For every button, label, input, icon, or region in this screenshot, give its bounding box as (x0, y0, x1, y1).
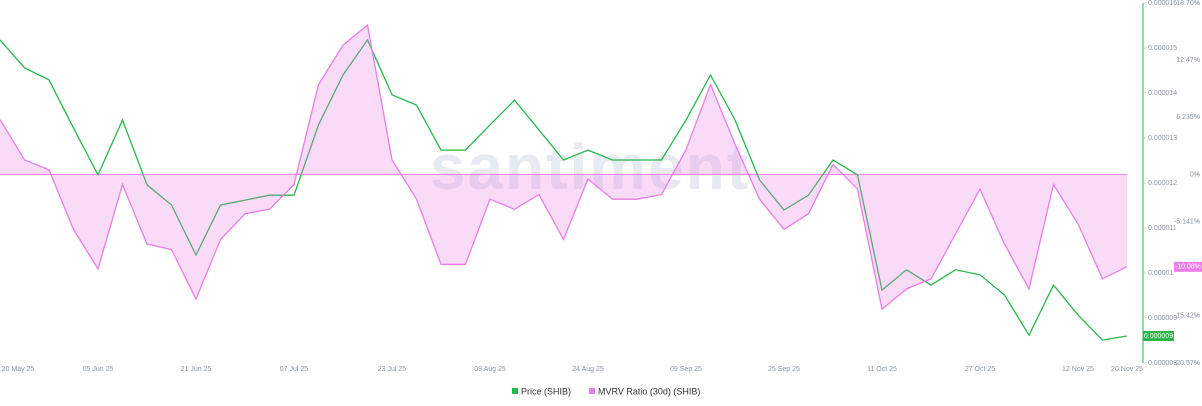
y-tick-label: 0.000008 (1148, 360, 1177, 367)
y-tick-label: 0.000012 (1148, 180, 1177, 187)
y2-tick-label: -15.42% (1174, 313, 1200, 320)
x-tick-label: 12 Nov 25 (1062, 366, 1094, 373)
x-tick-label: 08 Aug 25 (474, 366, 506, 373)
x-tick-label: 05 Jun 25 (83, 366, 114, 373)
current-value-box (1143, 331, 1174, 341)
y-tick-label: 0.000011 (1148, 225, 1177, 232)
x-tick-label: 11 Oct 25 (867, 366, 897, 373)
series-line (0, 23, 1128, 311)
y2-tick-label: 6.235% (1176, 114, 1200, 121)
y-tick-label: 0.000016 (1148, 0, 1177, 7)
y2-tick-label: -20.57% (1174, 360, 1200, 367)
y2-tick-label: -5.141% (1174, 218, 1200, 225)
x-tick-label: 20 Nov 25 (1111, 366, 1143, 373)
current-value-label: -10.08% (1175, 264, 1201, 271)
y2-tick-label: 0% (1190, 171, 1200, 178)
x-tick-label: 25 Sep 25 (768, 366, 800, 373)
current-value-box (1174, 261, 1202, 272)
x-tick-label: 20 May 25 (2, 366, 35, 373)
x-tick-label: 24 Aug 25 (572, 366, 604, 373)
legend-label: MVRV Ratio (30d) (SHIB) (598, 386, 700, 396)
x-tick-label: 07 Jul 25 (280, 366, 309, 373)
y-tick-label: 0.000013 (1148, 135, 1177, 142)
legend-swatch (589, 388, 596, 394)
x-tick-label: 27 Oct 25 (965, 366, 995, 373)
x-tick-label: 21 Jun 25 (181, 366, 212, 373)
y-tick-label: 0.000009 (1148, 315, 1177, 322)
y-tick-label: 0.000015 (1148, 45, 1177, 52)
y-tick-label: 0.000014 (1148, 90, 1177, 97)
series-line (0, 38, 1128, 341)
y2-tick-label: 18.70% (1176, 0, 1200, 7)
y-tick-label: 0.00001 (1148, 270, 1173, 277)
y2-tick-label: 12.47% (1176, 57, 1200, 64)
legend-label: Price (SHIB) (521, 386, 571, 396)
x-tick-label: 09 Sep 25 (670, 366, 702, 373)
watermark: santiment (430, 131, 750, 203)
legend-swatch (512, 388, 518, 394)
x-tick-label: 23 Jul 25 (378, 366, 407, 373)
current-value-label: 0.000009 (1144, 333, 1173, 340)
